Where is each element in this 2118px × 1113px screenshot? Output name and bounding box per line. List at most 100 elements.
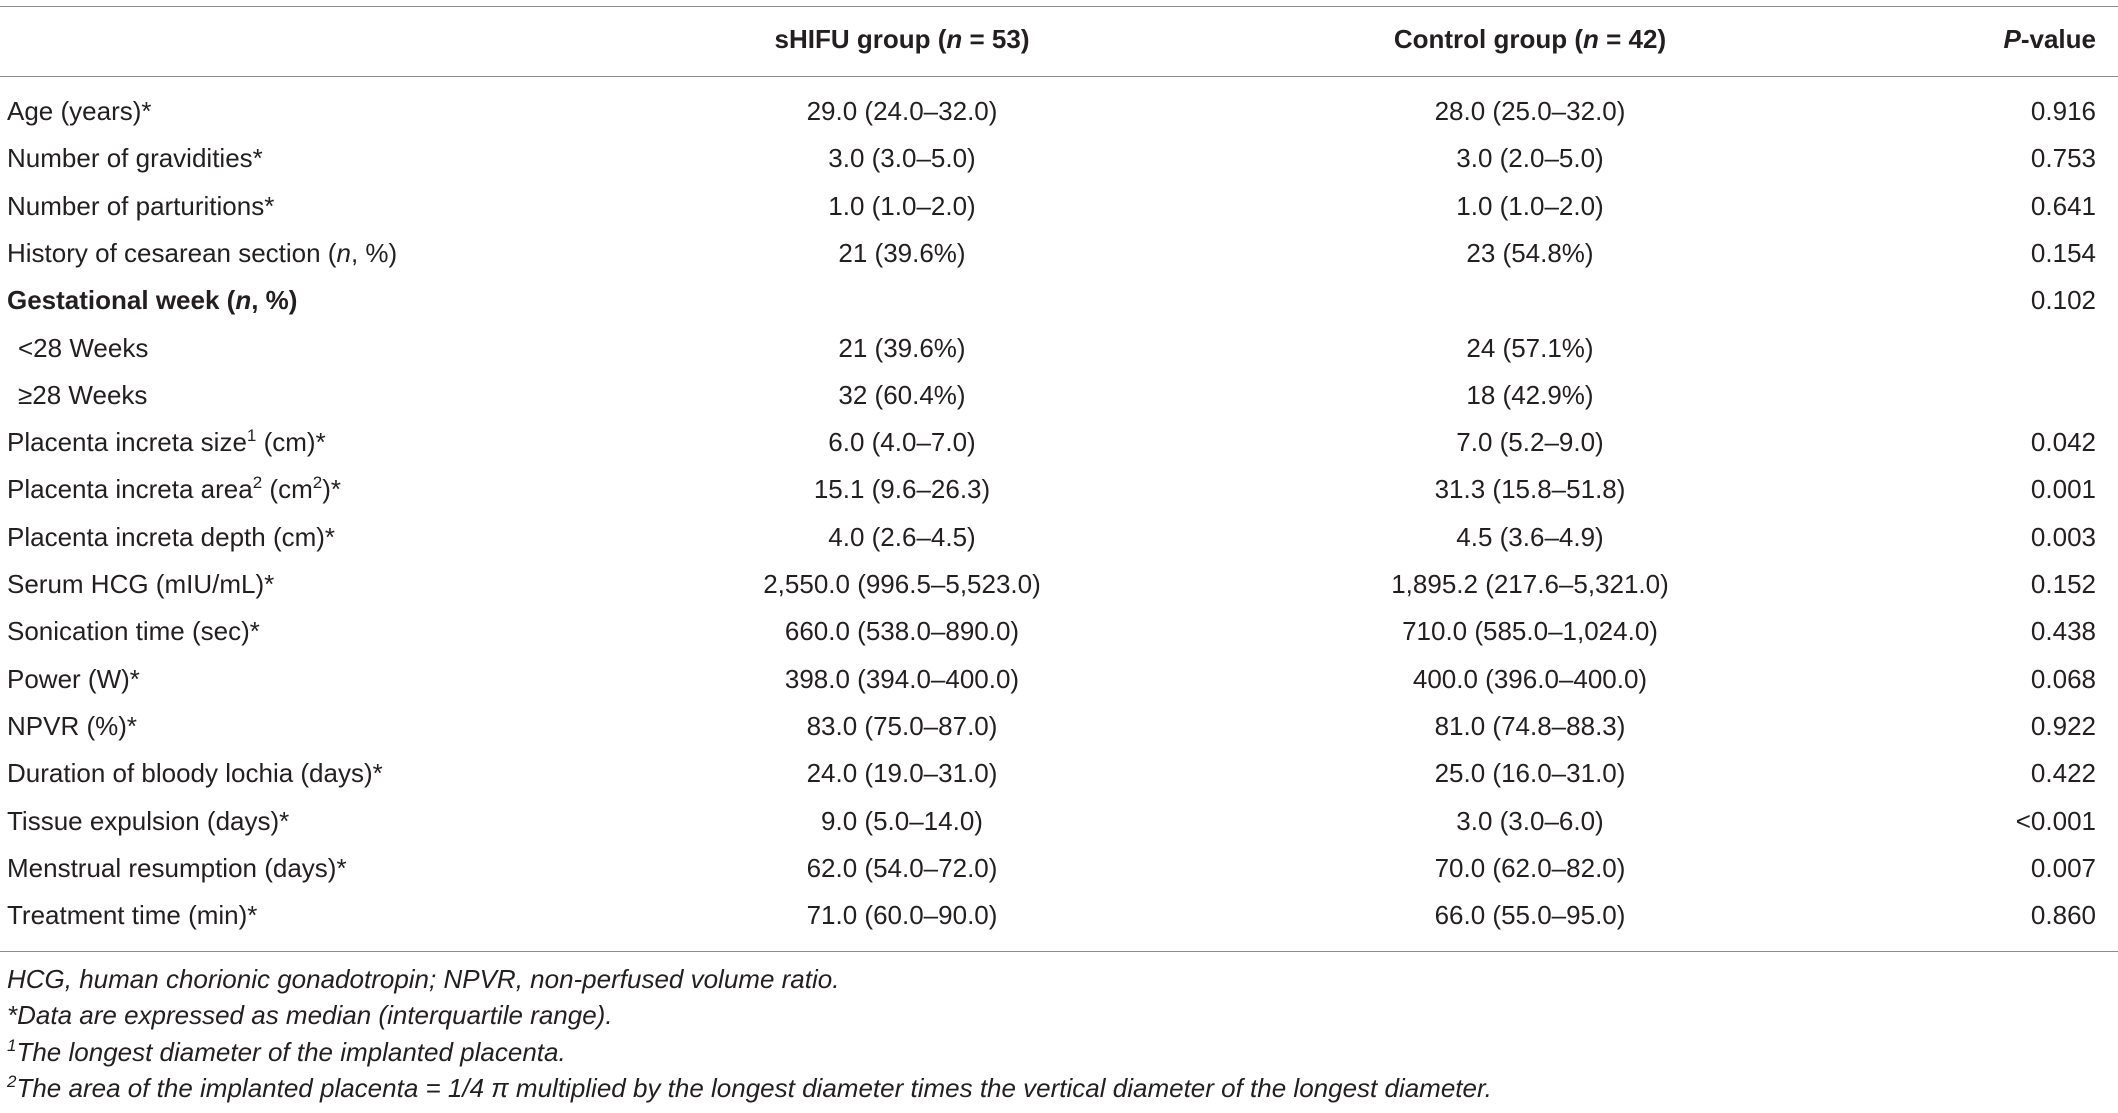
cell: 660.0 (538.0–890.0) <box>784 616 1020 647</box>
table-row: Duration of bloody lochia (days)* 24.0 (1… <box>0 750 2118 797</box>
text: Tissue expulsion (days)* <box>7 805 290 836</box>
cell: 3.0 (2.0–5.0) <box>1456 143 1604 174</box>
row-label: Number of gravidities* <box>7 135 263 182</box>
row-label: Serum HCG (mIU/mL)* <box>7 561 274 608</box>
text: Serum HCG (mIU/mL)* <box>7 569 275 599</box>
footnote: HCG, human chorionic gonadotropin; NPVR,… <box>7 961 839 997</box>
text: The area of the implanted placenta = 1/4… <box>16 1073 1492 1103</box>
text: *Data are expressed as median (interquar… <box>7 1000 613 1030</box>
cell: 1,895.2 (217.6–5,321.0) <box>1391 569 1669 599</box>
header-cell: sHIFU group (n = 53) <box>652 16 1152 63</box>
footnote: 2The area of the implanted placenta = 1/… <box>7 1070 1492 1106</box>
row-label: Tissue expulsion (days)* <box>7 798 289 845</box>
header-rule <box>0 76 2118 77</box>
cell: 6.0 (4.0–7.0) <box>828 427 976 458</box>
text: <28 Weeks <box>18 332 149 363</box>
text: Placenta increta area <box>7 474 253 505</box>
text: = 42) <box>1598 24 1667 54</box>
table-row: Placenta increta area2 (cm2)* 15.1 (9.6–2… <box>0 466 2118 513</box>
text: n <box>235 285 252 316</box>
cell: 0.068 <box>2030 663 2096 694</box>
cell: 710.0 (585.0–1,024.0) <box>1402 616 1658 647</box>
cell: 7.0 (5.2–9.0) <box>1456 427 1604 458</box>
cell: 0.152 <box>2030 569 2096 599</box>
cell: 2,550.0 (996.5–5,523.0) <box>763 569 1041 599</box>
cell: 25.0 (16.0–31.0) <box>1434 758 1626 789</box>
footnote: *Data are expressed as median (interquar… <box>7 997 613 1033</box>
cell: 24 (57.1%) <box>1466 332 1594 363</box>
text: Gestational week ( <box>7 285 236 316</box>
cell: 0.753 <box>2030 143 2096 174</box>
cell: 1.0 (1.0–2.0) <box>1456 190 1604 221</box>
text: (cm)* <box>256 427 326 458</box>
text: Number of gravidities* <box>7 143 263 174</box>
cell: <0.001 <box>2015 805 2096 836</box>
row-label: Gestational week (n, %) <box>7 277 297 324</box>
cell: 18 (42.9%) <box>1466 379 1594 410</box>
top-rule <box>0 6 2118 7</box>
cell: 32 (60.4%) <box>838 379 966 410</box>
text: Placenta increta size <box>7 427 247 458</box>
marker: 2 <box>7 1072 17 1091</box>
table-row: History of cesarean section (n, %) 21 (39… <box>0 230 2118 277</box>
cell: 28.0 (25.0–32.0) <box>1434 96 1626 126</box>
cell: 0.438 <box>2030 616 2096 647</box>
cell: 3.0 (3.0–6.0) <box>1456 805 1604 836</box>
table-row: Tissue expulsion (days)* 9.0 (5.0–14.0) 3.… <box>0 798 2118 845</box>
table-row: Sonication time (sec)* 660.0 (538.0–890.0… <box>0 608 2118 655</box>
cell: 9.0 (5.0–14.0) <box>821 805 983 836</box>
cell: 0.916 <box>2030 96 2096 126</box>
cell: 29.0 (24.0–32.0) <box>806 96 998 126</box>
cell: 71.0 (60.0–90.0) <box>806 900 998 931</box>
cell: 1.0 (1.0–2.0) <box>828 190 976 221</box>
cell: 24.0 (19.0–31.0) <box>806 758 998 789</box>
row-label: Power (W)* <box>7 656 140 703</box>
table-row: Gestational week (n, %) 0.102 <box>0 277 2118 324</box>
text: 1 <box>246 426 257 446</box>
row-label: Sonication time (sec)* <box>7 608 260 655</box>
row-label: ≥28 Weeks <box>18 372 147 419</box>
cell: 0.003 <box>2030 521 2096 552</box>
text: , %) <box>350 237 398 268</box>
text: Power (W)* <box>7 663 140 694</box>
cell: 23 (54.8%) <box>1466 237 1594 268</box>
row-label: NPVR (%)* <box>7 703 137 750</box>
cell: 4.5 (3.6–4.9) <box>1456 521 1604 552</box>
footnote: 1The longest diameter of the implanted p… <box>7 1034 566 1070</box>
row-label: <28 Weeks <box>18 325 148 372</box>
table-row: Placenta increta depth (cm)* 4.0 (2.6–4.5… <box>0 514 2118 561</box>
table-row: Menstrual resumption (days)* 62.0 (54.0–7… <box>0 845 2118 892</box>
cell: 83.0 (75.0–87.0) <box>806 710 998 741</box>
text: ≥28 Weeks <box>18 379 148 410</box>
text: Sonication time (sec)* <box>7 616 260 647</box>
text: 2 <box>252 473 263 493</box>
text: )* <box>322 474 341 505</box>
text: (cm <box>262 474 313 505</box>
row-label: Number of parturitions* <box>7 183 274 230</box>
marker: 1 <box>7 1036 17 1055</box>
text: Placenta increta depth (cm)* <box>7 521 336 552</box>
text: HCG, human chorionic gonadotropin; NPVR,… <box>7 964 840 994</box>
text: Duration of bloody lochia (days)* <box>7 758 383 789</box>
text: Age (years)* <box>7 96 152 126</box>
text: 2 <box>312 473 323 493</box>
row-label: History of cesarean section (n, %) <box>7 230 397 277</box>
text: NPVR (%)* <box>7 710 138 741</box>
row-label: Placenta increta size1 (cm)* <box>7 419 326 466</box>
cell: 31.3 (15.8–51.8) <box>1434 474 1626 505</box>
cell: 0.922 <box>2030 710 2096 741</box>
table-row: Number of parturitions* 1.0 (1.0–2.0) 1.0 … <box>0 183 2118 230</box>
table-row: <28 Weeks 21 (39.6%) 24 (57.1%) <box>0 325 2118 372</box>
cell: 81.0 (74.8–88.3) <box>1434 710 1626 741</box>
table-row: NPVR (%)* 83.0 (75.0–87.0) 81.0 (74.8–88.3… <box>0 703 2118 750</box>
cell: 0.007 <box>2030 852 2096 883</box>
table-row: Number of gravidities* 3.0 (3.0–5.0) 3.0 (… <box>0 135 2118 182</box>
cell: 0.102 <box>2030 285 2096 316</box>
cell: 0.422 <box>2030 758 2096 789</box>
cell: 62.0 (54.0–72.0) <box>806 852 998 883</box>
table-row: Placenta increta size1 (cm)* 6.0 (4.0–7.0… <box>0 419 2118 466</box>
cell: 21 (39.6%) <box>838 237 966 268</box>
header-cell: Control group (n = 42) <box>1280 16 1780 63</box>
cell: 0.641 <box>2030 190 2096 221</box>
cell: 66.0 (55.0–95.0) <box>1434 900 1626 931</box>
